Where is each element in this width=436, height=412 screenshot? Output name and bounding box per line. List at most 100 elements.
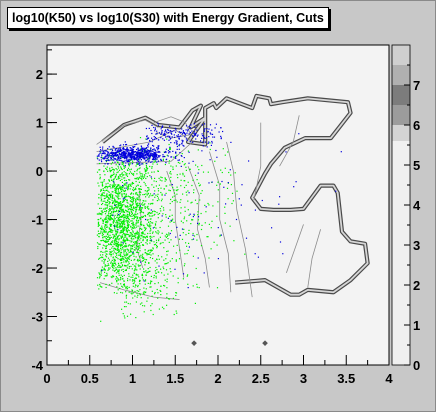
scatter-point (117, 244, 119, 246)
scatter-point (117, 158, 119, 160)
scatter-point (125, 162, 127, 164)
scatter-point (139, 155, 141, 157)
scatter-point (106, 201, 108, 203)
scatter-point (100, 151, 102, 153)
scatter-point (126, 201, 128, 203)
scatter-point (100, 190, 102, 192)
scatter-point (111, 212, 113, 214)
scatter-point (121, 176, 123, 178)
scatter-point (157, 233, 159, 235)
scatter-point (104, 190, 106, 192)
scatter-point (117, 175, 120, 178)
scatter-point (192, 160, 194, 162)
scatter-point (187, 249, 189, 251)
scatter-point (148, 262, 150, 264)
scatter-point (137, 197, 139, 199)
scatter-point (174, 136, 176, 138)
scatter-point (229, 169, 231, 171)
scatter-point (143, 149, 145, 152)
scatter-point (138, 149, 141, 151)
scatter-point (137, 194, 139, 196)
scatter-point (97, 223, 99, 225)
scatter-point (176, 148, 178, 150)
scatter-point (212, 136, 214, 138)
scatter-point (131, 163, 133, 165)
scatter-point (108, 218, 110, 220)
scatter-point (126, 206, 128, 208)
scatter-point (144, 230, 146, 232)
scatter-point (169, 232, 171, 235)
scatter-point (107, 240, 110, 242)
scatter-point (125, 184, 127, 186)
scatter-point (126, 248, 128, 250)
scatter-point (125, 239, 127, 241)
scatter-point (122, 210, 124, 212)
scatter-point (147, 232, 149, 235)
scatter-point (152, 253, 154, 255)
scatter-point (132, 202, 134, 205)
scatter-point (143, 258, 145, 260)
scatter-point (124, 236, 126, 238)
scatter-point (172, 166, 174, 168)
scatter-point (105, 253, 107, 255)
scatter-point (144, 153, 146, 155)
scatter-point (208, 257, 210, 259)
scatter-point (135, 185, 137, 187)
scatter-point (156, 245, 158, 248)
scatter-point (144, 291, 146, 294)
scatter-point (103, 220, 105, 222)
scatter-point (139, 250, 141, 252)
scatter-point (180, 155, 182, 157)
scatter-point (167, 238, 169, 240)
scatter-point (162, 154, 164, 156)
scatter-point (207, 202, 209, 205)
scatter-point (123, 184, 126, 186)
scatter-point (100, 193, 103, 195)
scatter-point (203, 129, 205, 131)
scatter-point (110, 159, 112, 161)
scatter-point (98, 243, 100, 245)
scatter-point (168, 189, 170, 191)
scatter-point (224, 212, 226, 214)
scatter-point (139, 239, 141, 241)
scatter-point (126, 220, 128, 222)
speck-marker (262, 340, 268, 347)
scatter-point (153, 244, 155, 246)
scatter-point (124, 179, 126, 182)
scatter-point (176, 244, 178, 246)
scatter-point (117, 171, 119, 173)
scatter-point (181, 155, 183, 157)
scatter-point (100, 188, 102, 191)
scatter-point (123, 223, 126, 225)
scatter-point (134, 193, 137, 195)
scatter-point (160, 294, 162, 296)
scatter-point (143, 291, 145, 293)
scatter-point (223, 186, 225, 188)
scatter-point (123, 174, 125, 176)
scatter-point (164, 263, 166, 265)
scatter-point (166, 293, 168, 295)
scatter-point (105, 250, 107, 252)
scatter-point (153, 235, 155, 238)
scatter-point (197, 257, 199, 259)
scatter-point (135, 241, 138, 243)
scatter-point (122, 230, 124, 232)
scatter-point (123, 220, 125, 222)
scatter-point (204, 137, 206, 139)
scatter-point (123, 306, 126, 308)
scatter-point (146, 235, 148, 237)
scatter-point (145, 167, 147, 169)
scatter-point (117, 220, 120, 222)
scatter-point (117, 223, 119, 225)
scatter-point (135, 203, 137, 205)
scatter-point (123, 239, 125, 241)
scatter-point (147, 207, 149, 209)
scatter-point (229, 225, 231, 227)
scatter-point (138, 181, 140, 183)
scatter-point (131, 268, 133, 270)
scatter-point (120, 245, 122, 247)
scatter-point (132, 227, 134, 229)
scatter-point (122, 148, 124, 150)
scatter-point (107, 186, 109, 188)
scatter-point (120, 258, 122, 260)
